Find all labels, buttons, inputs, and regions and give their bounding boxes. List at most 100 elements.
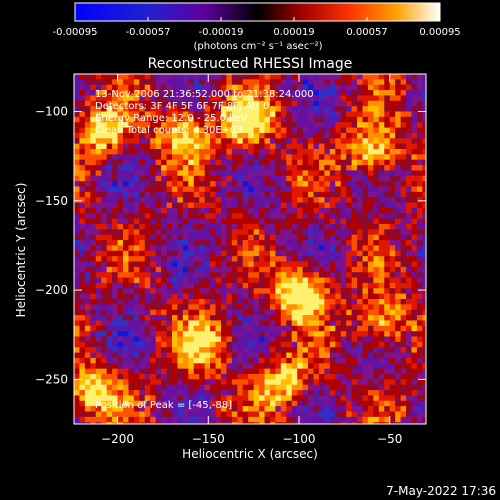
heatmap-cell — [117, 288, 124, 295]
heatmap-cell — [395, 256, 402, 263]
heatmap-cell — [171, 197, 179, 204]
heatmap-cell — [182, 165, 189, 172]
heatmap-cell — [112, 90, 119, 97]
heatmap-cell — [177, 165, 184, 172]
heatmap-cell — [324, 175, 331, 182]
heatmap-cell — [177, 374, 184, 380]
heatmap-cell — [340, 181, 347, 188]
heatmap-cell — [177, 406, 184, 413]
heatmap-cell — [373, 416, 380, 423]
heatmap-cell — [335, 384, 342, 391]
heatmap-cell — [74, 422, 81, 424]
heatmap-cell — [150, 138, 157, 145]
heatmap-cell — [384, 341, 391, 348]
heatmap-cell — [351, 111, 358, 118]
heatmap-cell — [308, 299, 315, 305]
heatmap-cell — [357, 406, 364, 413]
heatmap-cell — [144, 309, 151, 316]
heatmap-cell — [95, 288, 102, 295]
heatmap-cell — [422, 266, 426, 273]
heatmap-cell — [177, 357, 184, 364]
heatmap-cell — [400, 384, 407, 391]
heatmap-cell — [106, 234, 113, 241]
heatmap-cell — [237, 320, 244, 327]
heatmap-cell — [220, 352, 228, 359]
heatmap-cell — [264, 422, 271, 424]
heatmap-cell — [335, 207, 342, 214]
heatmap-cell — [139, 336, 146, 343]
heatmap-cell — [112, 213, 119, 220]
heatmap-cell — [335, 95, 342, 102]
heatmap-cell — [237, 143, 244, 150]
heatmap-cell — [335, 293, 342, 300]
heatmap-cell — [106, 282, 113, 289]
heatmap-cell — [269, 197, 277, 204]
heatmap-cell — [428, 379, 434, 385]
heatmap-cell — [122, 218, 130, 225]
heatmap-cell — [101, 363, 108, 370]
heatmap-cell — [166, 395, 173, 402]
heatmap-cell — [171, 406, 179, 413]
heatmap-cell — [416, 411, 423, 418]
heatmap-cell — [324, 224, 331, 230]
heatmap-cell — [237, 218, 244, 225]
heatmap-cell — [395, 390, 402, 397]
heatmap-cell — [362, 390, 369, 397]
heatmap-cell — [351, 422, 358, 424]
heatmap-cell — [286, 256, 293, 263]
heatmap-cell — [428, 331, 434, 337]
heatmap-cell — [313, 325, 320, 332]
heatmap-cell — [188, 207, 195, 214]
heatmap-cell — [171, 352, 179, 359]
heatmap-cell — [117, 293, 124, 300]
heatmap-cell — [373, 250, 380, 257]
heatmap-cell — [324, 320, 331, 327]
heatmap-cell — [95, 116, 102, 123]
heatmap-cell — [112, 411, 119, 418]
heatmap-cell — [378, 197, 385, 204]
heatmap-cell — [248, 122, 255, 129]
colorbar-tick-label: -0.00019 — [199, 27, 244, 38]
heatmap-cell — [318, 282, 325, 289]
heatmap-cell — [335, 315, 342, 322]
heatmap-cell — [90, 175, 97, 182]
heatmap-cell — [302, 197, 309, 204]
heatmap-cell — [302, 282, 309, 289]
heatmap-cell — [297, 325, 304, 332]
heatmap-cell — [199, 240, 206, 247]
heatmap-cell — [117, 341, 124, 348]
heatmap-cell — [411, 293, 418, 300]
heatmap-cell — [177, 347, 184, 354]
heatmap-cell — [351, 245, 358, 252]
heatmap-cell — [226, 374, 233, 380]
heatmap-cell — [188, 170, 195, 177]
heatmap-cell — [220, 288, 228, 295]
heatmap-cell — [275, 325, 282, 332]
heatmap-cell — [171, 149, 179, 155]
heatmap-cell — [411, 336, 418, 343]
heatmap-cell — [351, 143, 358, 150]
heatmap-cell — [269, 374, 277, 380]
heatmap-cell — [351, 363, 358, 370]
heatmap-cell — [161, 357, 168, 364]
heatmap-cell — [237, 325, 244, 332]
heatmap-cell — [428, 288, 434, 294]
heatmap-cell — [378, 336, 385, 343]
heatmap-cell — [128, 218, 135, 225]
heatmap-cell — [357, 250, 364, 257]
heatmap-cell — [329, 400, 336, 407]
heatmap-cell — [313, 357, 320, 364]
heatmap-cell — [248, 111, 255, 118]
heatmap-cell — [411, 181, 418, 188]
heatmap-cell — [357, 74, 364, 80]
heatmap-cell — [166, 384, 173, 391]
heatmap-cell — [237, 202, 244, 209]
heatmap-cell — [275, 250, 282, 257]
heatmap-cell — [411, 368, 418, 375]
heatmap-cell — [275, 331, 282, 338]
heatmap-cell — [346, 240, 353, 247]
heatmap-cell — [422, 304, 426, 311]
heatmap-cell — [144, 218, 151, 225]
heatmap-cell — [177, 277, 184, 284]
heatmap-cell — [226, 256, 233, 263]
